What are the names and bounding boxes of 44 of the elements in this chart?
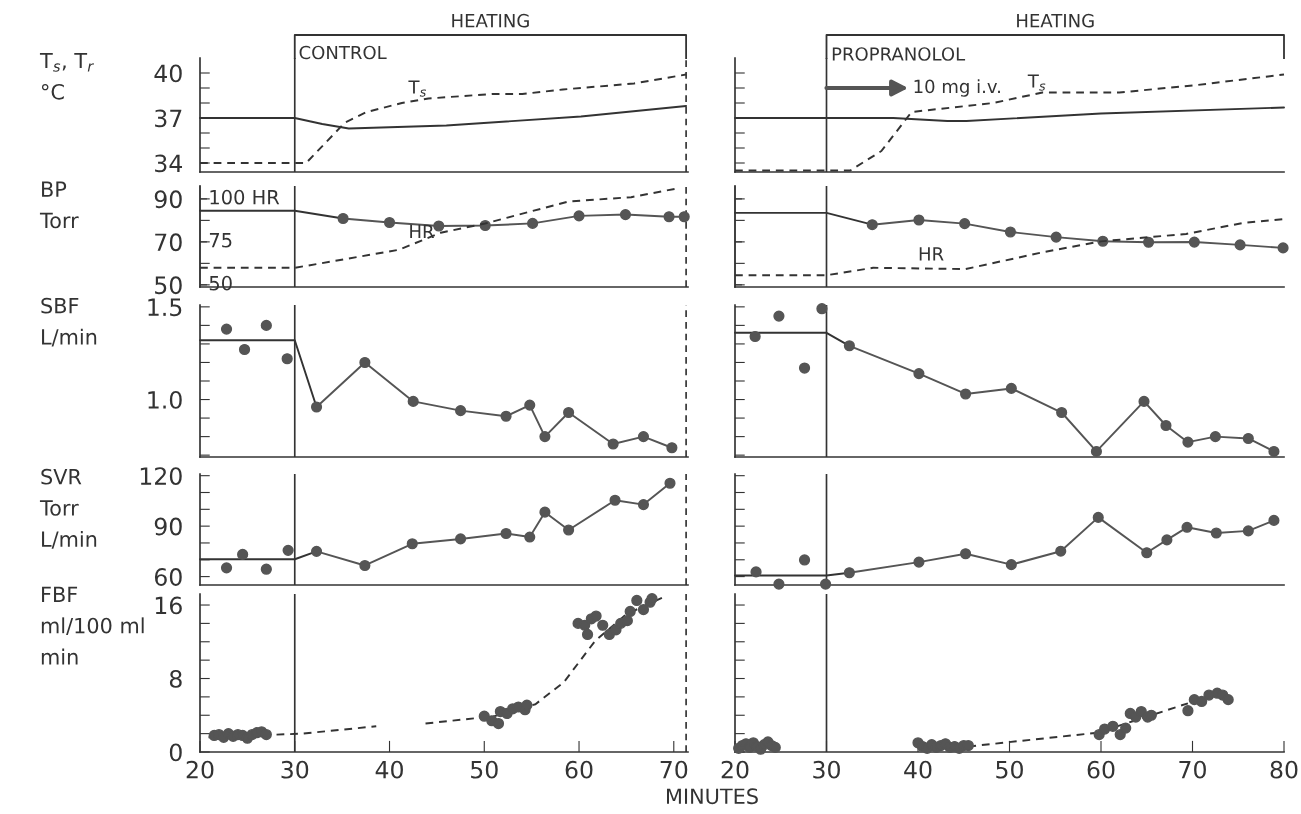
x-tick-label: 40 [375,760,403,779]
y-tick-label: 8 [169,669,182,688]
x-tick-label: 60 [565,760,593,779]
text: HEATING [452,13,529,28]
text: T$_{s}$, T$_{r}$ °C [39,52,95,100]
x-tick-label: 20 [186,760,214,779]
y-tick-label: 90 [154,190,182,209]
y-tick-label: 0 [169,743,182,762]
x-tick-label: 30 [813,760,840,779]
y-tick-label: 1.5 [148,298,182,317]
x-tick-label: 70 [660,760,688,779]
y-tick-label: 90 [154,517,182,536]
y-tick-label: 16 [155,596,182,615]
y2-tick-label: 75 [209,233,232,248]
y-axis-title: SBF L/min [41,297,97,347]
y-tick-label: 60 [154,568,182,586]
y-tick-label: 70 [155,233,182,252]
x-tick-label: 60 [1087,760,1115,779]
annotation: CONTROL [299,45,387,60]
annotation: 10 mg i.v. [914,79,1000,97]
x-tick-label: 20 [721,760,749,779]
annotation: PROPRANOLOL [832,47,966,61]
x-tick-label: 50 [996,760,1023,779]
x-tick-label: 80 [1270,760,1298,779]
y-tick-label: 1.0 [148,390,182,409]
text: HEATING [1017,13,1094,28]
x-tick-label: 70 [1179,760,1206,779]
y-tick-label: 120 [140,467,182,485]
y-tick-label: 40 [154,64,182,83]
y-tick-label: 37 [155,109,182,128]
x-tick-label: 50 [471,760,498,779]
y-axis-title: SVR Torr L/min [39,468,97,549]
y-tick-label: 34 [155,154,183,173]
annotation: T$_{s}$ [408,80,426,97]
y-tick-label: 50 [155,276,182,295]
y2-tick-label: 100 HR [210,189,280,205]
annotation: HR [410,224,435,239]
y-axis-title: BP Torr [39,181,79,229]
x-tick-label: 40 [904,760,932,779]
x-tick-label: 30 [281,760,309,779]
x-axis-title: MINUTES [667,788,758,805]
y-axis-title: FBF ml/100 ml min [41,586,144,665]
annotation: HR [919,247,944,261]
annotation: T$_{s}$ [1027,74,1046,91]
